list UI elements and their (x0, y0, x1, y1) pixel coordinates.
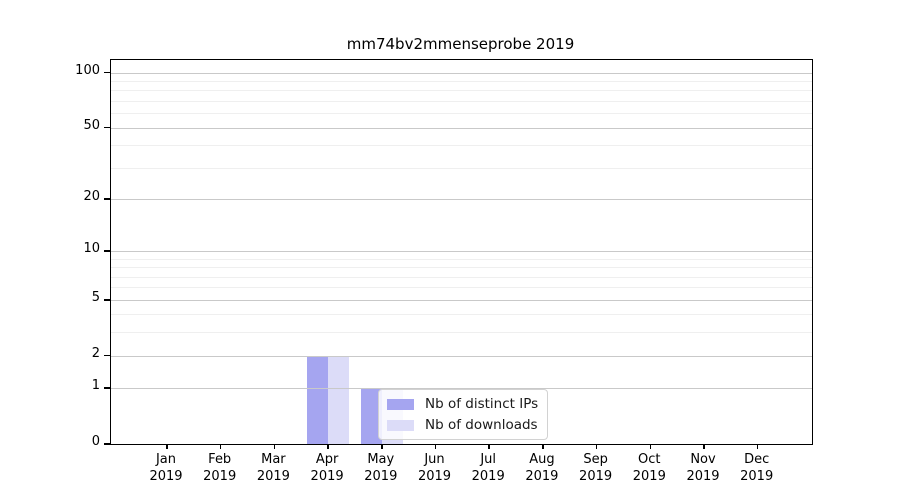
x-tick-label: Jul 2019 (453, 451, 523, 485)
minor-gridline (111, 267, 812, 269)
legend: Nb of distinct IPs Nb of downloads (378, 389, 549, 440)
minor-gridline (111, 145, 812, 147)
legend-swatch-nb-of-downloads (387, 419, 414, 431)
y-tick-label: 1 (91, 378, 100, 394)
x-tick (273, 444, 276, 449)
y-tick (104, 387, 111, 389)
x-tick-month: Apr (315, 452, 339, 467)
major-gridline (111, 299, 812, 301)
x-tick (649, 444, 652, 449)
x-tick-label: Dec 2019 (722, 451, 792, 485)
major-gridline (111, 72, 812, 74)
major-gridline (111, 127, 812, 129)
x-tick-year: 2019 (632, 469, 666, 484)
major-gridline (111, 198, 812, 200)
legend-item: Nb of downloads (387, 417, 538, 433)
x-tick-year: 2019 (256, 469, 290, 484)
x-tick-year: 2019 (579, 469, 613, 484)
x-tick-month: Oct (638, 452, 661, 467)
x-tick-year: 2019 (740, 469, 774, 484)
bar-nb-of-distinct-ips-may (360, 388, 382, 444)
x-tick (381, 444, 383, 449)
x-tick-month: Feb (208, 452, 232, 467)
legend-swatch-nb-of-distinct-ips (387, 398, 414, 410)
y-tick (104, 198, 111, 200)
x-tick-label: Oct 2019 (614, 451, 684, 485)
minor-gridline (111, 100, 812, 102)
major-gridline (111, 250, 812, 252)
minor-gridline (111, 276, 812, 278)
x-tick (756, 444, 759, 449)
major-gridline (111, 388, 812, 390)
x-tick-label: Sep 2019 (561, 451, 631, 485)
bar-nb-of-distinct-ips-apr (307, 355, 329, 444)
x-tick-month: Mar (261, 452, 286, 467)
x-tick-year: 2019 (471, 469, 505, 484)
y-tick-label: 5 (91, 289, 100, 305)
x-tick-label: Apr 2019 (292, 451, 362, 485)
x-tick-month: Jul (480, 452, 497, 467)
x-tick (166, 444, 168, 449)
legend-label: Nb of downloads (425, 417, 538, 433)
x-tick-year: 2019 (203, 469, 237, 484)
minor-gridline (111, 287, 812, 289)
y-tick (104, 443, 111, 445)
major-gridline (111, 355, 812, 357)
x-tick-month: Jan (155, 452, 177, 467)
x-tick (488, 444, 490, 449)
x-tick (327, 444, 329, 449)
y-tick-label: 50 (83, 117, 100, 133)
x-tick-month: Jun (424, 452, 445, 467)
x-tick-year: 2019 (149, 469, 183, 484)
chart-title: mm74bv2mmenseprobe 2019 (346, 35, 575, 53)
minor-gridline (111, 113, 812, 115)
x-tick-year: 2019 (525, 469, 559, 484)
y-tick-label: 2 (91, 345, 100, 361)
x-tick (434, 444, 437, 449)
x-tick-year: 2019 (364, 469, 398, 484)
x-tick-month: Dec (744, 452, 770, 467)
x-tick-month: Sep (583, 452, 608, 467)
x-tick-label: Aug 2019 (507, 451, 577, 485)
y-tick-label: 20 (83, 188, 100, 204)
y-tick-label: 10 (83, 240, 100, 256)
x-tick-label: Mar 2019 (238, 451, 308, 485)
bar-nb-of-downloads-apr (328, 355, 350, 444)
x-tick (219, 444, 222, 449)
y-tick-label: 100 (75, 62, 100, 78)
x-tick-label: May 2019 (346, 451, 416, 485)
y-tick (104, 71, 111, 74)
y-tick (104, 354, 111, 357)
minor-gridline (111, 90, 812, 92)
x-tick (542, 444, 544, 449)
minor-gridline (111, 332, 812, 334)
y-tick (104, 250, 111, 252)
legend-label: Nb of distinct IPs (425, 396, 539, 412)
x-tick (595, 444, 598, 449)
x-tick-year: 2019 (686, 469, 720, 484)
x-tick (703, 444, 705, 449)
x-tick-month: Nov (690, 452, 716, 467)
x-tick-label: Feb 2019 (185, 451, 255, 485)
x-tick-year: 2019 (417, 469, 452, 484)
legend-item: Nb of distinct IPs (387, 396, 538, 412)
x-tick-month: May (367, 452, 395, 467)
x-tick-year: 2019 (310, 469, 344, 484)
x-tick-label: Jan 2019 (131, 451, 201, 485)
minor-gridline (111, 314, 812, 316)
x-tick-label: Jun 2019 (400, 451, 470, 485)
y-tick (104, 298, 111, 301)
plot-area (104, 59, 813, 449)
y-tick-label: 0 (91, 434, 100, 449)
x-tick-month: Aug (529, 452, 555, 467)
minor-gridline (111, 258, 812, 260)
minor-gridline (111, 167, 812, 169)
minor-gridline (111, 80, 812, 82)
y-tick (104, 126, 111, 129)
x-tick-label: Nov 2019 (668, 451, 738, 485)
